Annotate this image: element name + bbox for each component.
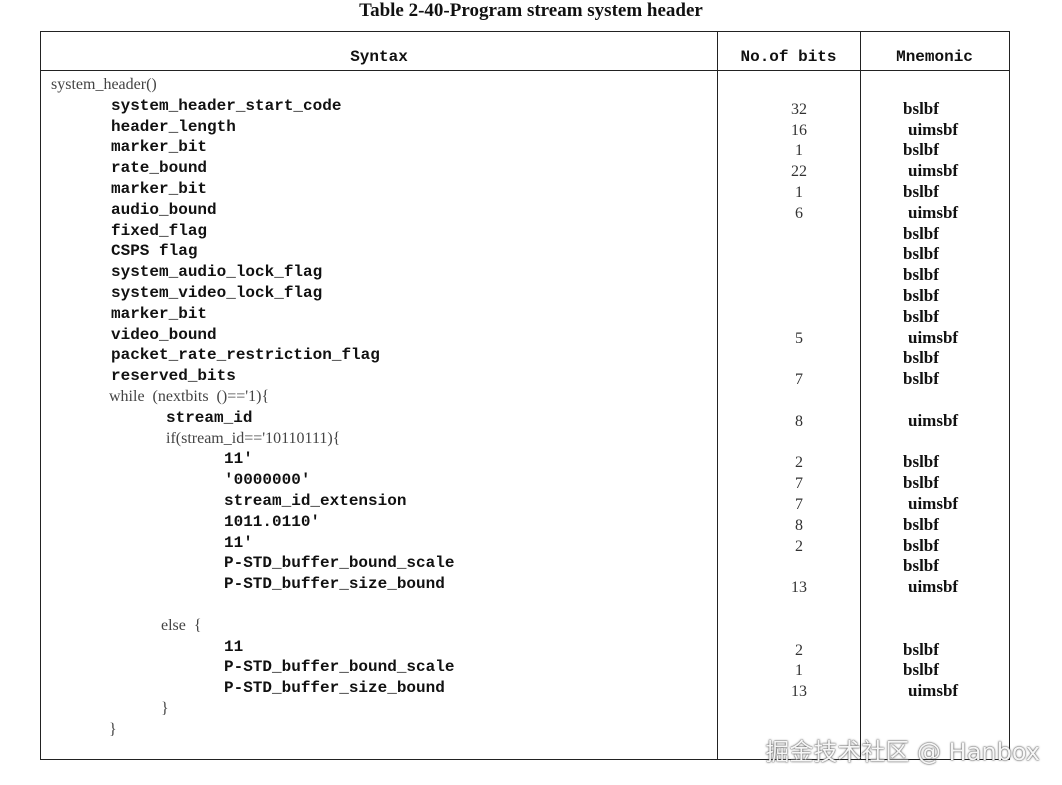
- bits-cell: 6: [795, 204, 803, 222]
- mnemonic-cell: uimsbf: [908, 410, 959, 430]
- bits-cell: 7: [795, 371, 803, 389]
- syntax-cell: else {: [161, 616, 202, 634]
- syntax-cell: P-STD_buffer_size_bound: [224, 679, 445, 698]
- bits-cell: 7: [795, 496, 803, 513]
- syntax-cell: marker_bit: [111, 138, 208, 157]
- bits-cell: 5: [795, 329, 803, 347]
- column-divider: [717, 32, 718, 759]
- mnemonic-cell: bslbf: [903, 348, 939, 368]
- syntax-cell: }: [161, 700, 169, 717]
- header-divider: [41, 70, 1009, 71]
- syntax-cell: audio_bound: [111, 200, 217, 219]
- bits-cell: 1: [795, 662, 803, 680]
- syntax-cell: system_header(): [51, 76, 157, 93]
- column-divider: [860, 32, 861, 759]
- mnemonic-cell: uimsbf: [908, 494, 959, 513]
- column-header: No.of bits: [740, 48, 837, 66]
- bits-cell: 7: [795, 475, 803, 493]
- mnemonic-cell: bslbf: [903, 514, 939, 534]
- syntax-cell: 11': [224, 533, 253, 552]
- syntax-cell: header_length: [111, 117, 236, 136]
- syntax-cell: stream_id_extension: [224, 492, 407, 510]
- syntax-cell: 1011.0110': [224, 512, 321, 531]
- mnemonic-cell: uimsbf: [908, 327, 959, 347]
- syntax-cell: video_bound: [111, 325, 217, 344]
- mnemonic-cell: bslbf: [903, 369, 939, 389]
- mnemonic-cell: bslbf: [903, 286, 939, 305]
- table-title: Table 2-40-Program stream system header: [359, 0, 703, 21]
- bits-cell: 32: [791, 100, 807, 118]
- mnemonic-cell: bslbf: [903, 556, 939, 576]
- syntax-cell: '0000000': [224, 471, 311, 490]
- column-header: Mnemonic: [896, 48, 973, 66]
- table: Syntax No.of bits Mnemonic system_header…: [40, 31, 1010, 760]
- syntax-cell: }: [109, 720, 117, 738]
- bits-cell: 2: [795, 537, 803, 555]
- syntax-cell: rate_bound: [111, 159, 208, 178]
- watermark: 掘金技术社区 @ Hanbox: [765, 738, 1040, 766]
- bits-cell: 13: [791, 579, 807, 597]
- bits-cell: 1: [795, 184, 803, 201]
- bits-cell: 8: [795, 412, 803, 430]
- syntax-cell: packet_rate_restriction_flag: [111, 346, 380, 365]
- bits-cell: 13: [791, 683, 807, 701]
- syntax-cell: system_video_lock_flag: [111, 284, 323, 302]
- mnemonic-cell: bslbf: [903, 265, 939, 285]
- mnemonic-cell: bslbf: [903, 98, 939, 118]
- mnemonic-cell: uimsbf: [908, 161, 959, 181]
- mnemonic-cell: bslbf: [903, 639, 939, 659]
- syntax-cell: system_audio_lock_flag: [111, 263, 323, 282]
- bits-cell: 2: [795, 641, 803, 659]
- syntax-cell: marker_bit: [111, 304, 208, 323]
- mnemonic-cell: uimsbf: [908, 119, 959, 139]
- bits-cell: 16: [791, 121, 807, 139]
- syntax-cell: 11': [224, 450, 253, 469]
- mnemonic-cell: uimsbf: [908, 577, 959, 597]
- syntax-cell: P-STD_buffer_bound_scale: [224, 554, 455, 573]
- syntax-cell: 11: [224, 637, 244, 656]
- bits-cell: 2: [795, 454, 803, 472]
- mnemonic-cell: bslbf: [903, 660, 939, 680]
- mnemonic-cell: bslbf: [903, 306, 939, 326]
- syntax-cell: P-STD_buffer_size_bound: [224, 575, 445, 594]
- mnemonic-cell: bslbf: [903, 182, 939, 201]
- bits-cell: 1: [795, 142, 803, 160]
- syntax-cell: fixed_flag: [111, 221, 208, 240]
- syntax-cell: P-STD_buffer_bound_scale: [224, 658, 455, 677]
- syntax-cell: marker_bit: [111, 180, 208, 198]
- syntax-cell: system_header_start_code: [111, 96, 342, 115]
- mnemonic-cell: bslbf: [903, 244, 939, 264]
- syntax-cell: while (nextbits ()=='1){: [109, 388, 270, 405]
- mnemonic-cell: uimsbf: [908, 202, 959, 222]
- mnemonic-cell: bslbf: [903, 452, 939, 472]
- mnemonic-cell: bslbf: [903, 473, 939, 493]
- mnemonic-cell: uimsbf: [908, 681, 959, 701]
- syntax-cell: if(stream_id=='10110111){: [166, 429, 341, 447]
- mnemonic-cell: bslbf: [903, 140, 939, 160]
- syntax-cell: CSPS flag: [111, 242, 198, 261]
- bits-cell: 22: [791, 163, 807, 181]
- syntax-cell: reserved_bits: [111, 367, 236, 386]
- column-header: Syntax: [350, 48, 408, 66]
- mnemonic-cell: bslbf: [903, 535, 939, 555]
- mnemonic-cell: bslbf: [903, 223, 939, 243]
- bits-cell: 8: [795, 516, 803, 534]
- syntax-cell: stream_id: [166, 408, 253, 427]
